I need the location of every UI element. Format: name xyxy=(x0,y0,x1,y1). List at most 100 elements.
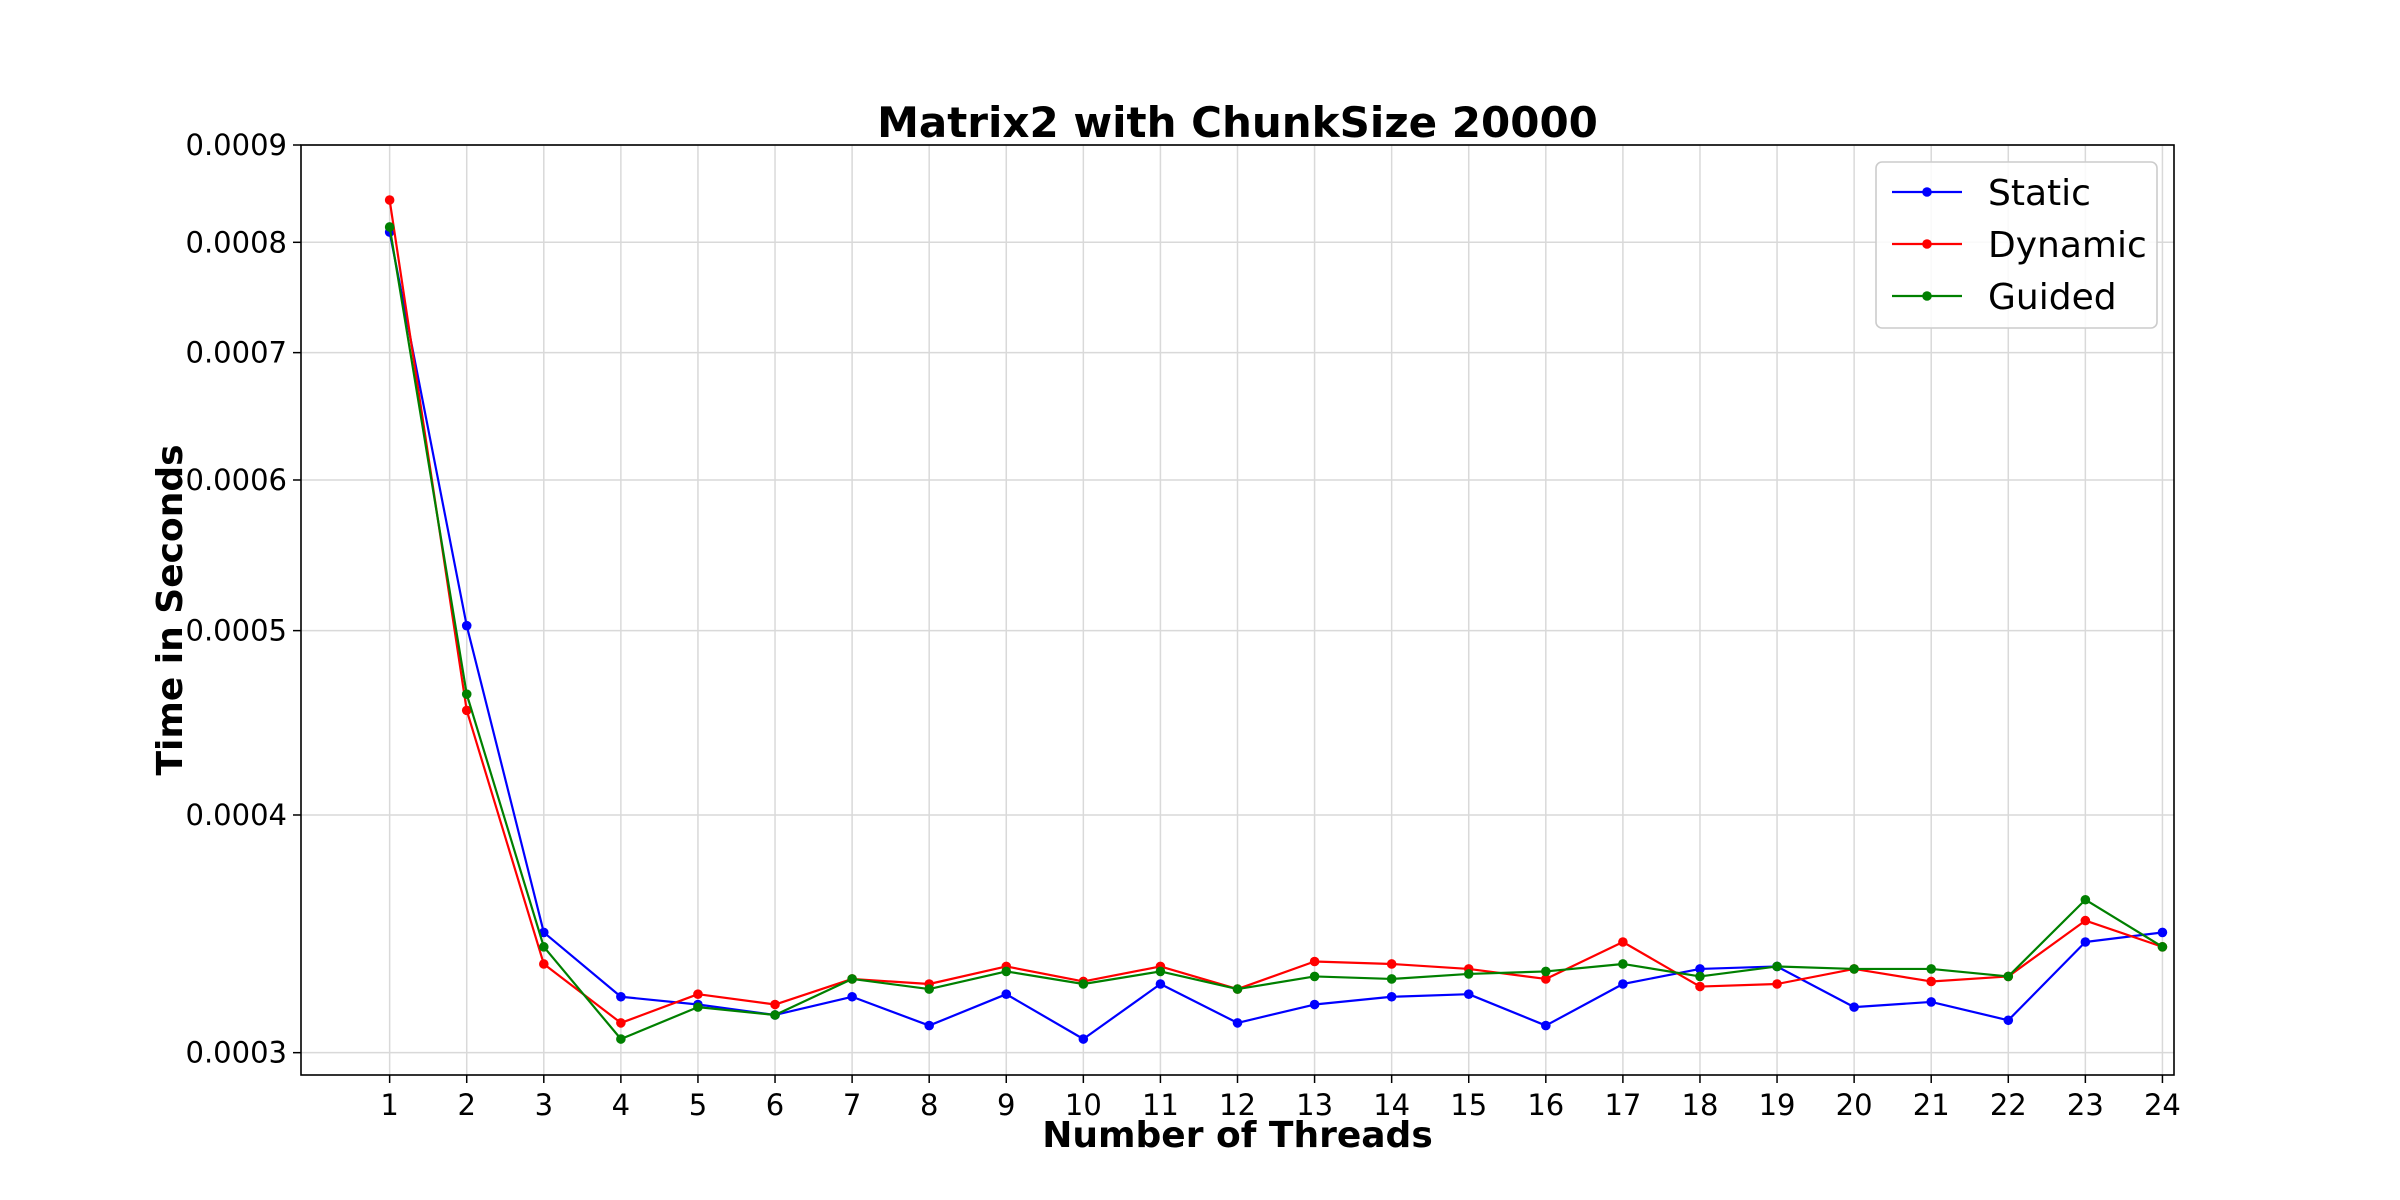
data-point-dynamic xyxy=(1386,959,1397,969)
data-point-guided xyxy=(770,1010,780,1020)
x-tick-label: 5 xyxy=(689,1088,707,1122)
x-tick-label: 14 xyxy=(1373,1088,1410,1122)
x-tick-label: 19 xyxy=(1759,1088,1796,1122)
data-point-dynamic xyxy=(1541,974,1551,984)
y-tick-label: 0.0008 xyxy=(186,225,287,259)
data-point-guided xyxy=(1618,959,1628,969)
data-point-guided xyxy=(1849,964,1859,974)
data-point-dynamic xyxy=(1309,956,1320,967)
x-tick-label: 9 xyxy=(997,1088,1015,1122)
data-point-dynamic xyxy=(770,999,780,1010)
x-tick-label: 10 xyxy=(1065,1088,1102,1122)
data-point-dynamic xyxy=(2080,915,2091,926)
data-point-static xyxy=(2080,937,2091,947)
y-tick-label: 0.0004 xyxy=(186,798,287,832)
data-point-static xyxy=(616,991,626,1002)
y-tick-label: 0.0006 xyxy=(186,463,287,497)
data-point-guided xyxy=(847,974,857,984)
legend-box xyxy=(1875,161,2158,329)
x-tick-label: 21 xyxy=(1913,1088,1950,1122)
data-point-guided xyxy=(1541,966,1551,977)
data-point-static xyxy=(1232,1018,1243,1028)
data-point-dynamic xyxy=(616,1018,626,1028)
data-point-dynamic xyxy=(461,705,472,716)
data-point-dynamic xyxy=(1695,981,1705,992)
data-point-static xyxy=(1386,991,1397,1002)
data-point-static xyxy=(538,927,549,938)
data-point-dynamic xyxy=(384,195,395,205)
x-tick-label: 8 xyxy=(920,1088,938,1122)
data-point-guided xyxy=(1386,974,1397,984)
x-axis-label: Number of Threads xyxy=(1042,1115,1433,1156)
data-point-static xyxy=(847,991,857,1002)
y-tick-label: 0.0007 xyxy=(186,336,287,370)
x-tick-label: 17 xyxy=(1604,1088,1641,1122)
series-line-dynamic xyxy=(388,199,2163,1025)
legend-label-static: Static xyxy=(1988,173,2091,214)
legend-marker-guided xyxy=(1922,291,1932,301)
data-point-static xyxy=(1309,999,1320,1010)
data-point-guided xyxy=(616,1034,626,1044)
data-point-guided xyxy=(1001,966,1012,977)
data-point-dynamic xyxy=(1772,979,1782,989)
y-axis-label: Time in Seconds xyxy=(150,444,191,775)
y-tick-label: 0.0009 xyxy=(186,128,287,162)
series-layer xyxy=(384,195,2168,1044)
x-tick-label: 15 xyxy=(1450,1088,1487,1122)
data-point-guided xyxy=(2080,894,2091,905)
data-point-guided xyxy=(2157,942,2168,952)
series-line-static xyxy=(388,231,2163,1041)
legend-marker-dynamic xyxy=(1922,239,1932,249)
data-point-static xyxy=(1695,964,1705,974)
data-point-static xyxy=(924,1020,934,1031)
data-point-static xyxy=(2003,1015,2014,1026)
data-point-static xyxy=(1849,1002,1859,1012)
data-point-dynamic xyxy=(1618,937,1628,947)
data-point-dynamic xyxy=(693,989,703,999)
data-point-guided xyxy=(924,984,934,994)
x-tick-label: 12 xyxy=(1219,1088,1256,1122)
x-tick-label: 2 xyxy=(457,1088,475,1122)
x-tick-label: 13 xyxy=(1296,1088,1333,1122)
x-tick-label: 4 xyxy=(612,1088,630,1122)
data-point-static xyxy=(1078,1034,1089,1044)
x-tick-label: 7 xyxy=(843,1088,861,1122)
legend-label-dynamic: Dynamic xyxy=(1988,225,2147,266)
data-point-static xyxy=(1618,979,1628,989)
x-tick-label: 20 xyxy=(1836,1088,1873,1122)
x-tick-label: 11 xyxy=(1142,1088,1179,1122)
data-point-guided xyxy=(1155,966,1166,977)
x-tick-label: 3 xyxy=(535,1088,553,1122)
data-point-static xyxy=(1926,997,1937,1007)
x-tick-label: 22 xyxy=(1990,1088,2027,1122)
y-tick-label: 0.0005 xyxy=(186,614,287,648)
data-point-static xyxy=(1001,989,1012,999)
data-point-guided xyxy=(1078,979,1089,989)
x-tick-label: 24 xyxy=(2144,1088,2181,1122)
y-axis: 0.0003 0.0004 0.0005 0.0006 0.0007 0.0008 0.00… xyxy=(186,128,301,1070)
legend: Static Dynamic Guided xyxy=(1875,161,2158,329)
data-point-static xyxy=(2157,927,2168,938)
x-tick-label: 6 xyxy=(766,1088,784,1122)
x-axis: 1 2 3 4 5 6 7 8 9 10 11 12 13 14 15 16 17 18 19 20 21 22 23 24 xyxy=(380,1075,2181,1122)
data-point-static xyxy=(1155,979,1166,989)
legend-label-guided: Guided xyxy=(1988,277,2117,318)
data-point-guided xyxy=(384,222,395,232)
x-tick-label: 23 xyxy=(2067,1088,2104,1122)
data-point-static xyxy=(1541,1020,1551,1031)
chart-title: Matrix2 with ChunkSize 20000 xyxy=(877,98,1598,147)
data-point-guided xyxy=(538,942,549,952)
legend-marker-static xyxy=(1922,187,1932,197)
data-point-dynamic xyxy=(538,959,549,969)
data-point-guided xyxy=(693,1002,703,1012)
data-point-guided xyxy=(1463,969,1474,979)
data-point-guided xyxy=(1309,971,1320,982)
data-point-guided xyxy=(1695,971,1705,982)
data-point-guided xyxy=(1232,984,1243,994)
y-tick-label: 0.0003 xyxy=(186,1036,287,1070)
data-point-guided xyxy=(1926,964,1937,974)
x-tick-label: 16 xyxy=(1527,1088,1564,1122)
series-line-guided xyxy=(388,226,2164,1041)
data-point-guided xyxy=(2003,971,2014,982)
